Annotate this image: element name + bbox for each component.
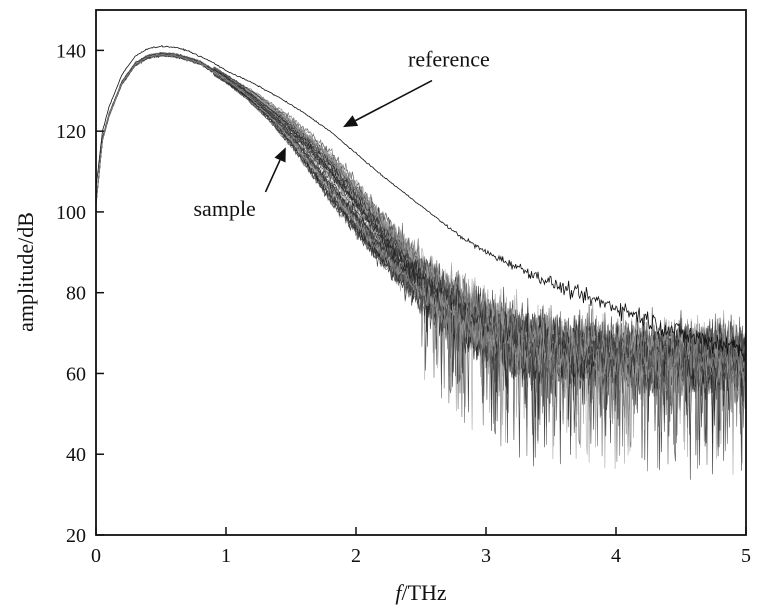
y-axis-label: amplitude/dB [13,212,38,332]
reference-trace [95,45,747,363]
x-tick-label: 1 [221,545,231,567]
y-tick-label: 100 [56,202,86,224]
plot-frame [95,9,747,536]
sample-arrowhead [274,147,286,163]
sample-annotation: sample [194,196,256,221]
reference-annotation: reference [408,47,490,72]
x-axis-label-symbol: f [395,580,404,605]
y-tick-label: 120 [56,121,86,143]
x-tick-label: 4 [611,545,621,567]
x-axis-label: f/THz [395,580,447,605]
y-tick-label: 20 [66,525,86,547]
axis-ticks: 0 1 2 3 4 5 20 40 60 80 100 120 140 [56,40,751,567]
sample-trace [95,53,747,443]
y-tick-label: 140 [56,40,86,62]
reference-arrowhead [343,115,359,128]
x-tick-label: 3 [481,545,491,567]
annotations: reference sample [194,47,490,221]
reference-arrow [355,79,433,122]
curve-layer [95,45,747,480]
y-tick-label: 60 [66,363,86,385]
x-tick-label: 2 [351,545,361,567]
y-tick-label: 80 [66,283,86,305]
x-tick-label: 5 [741,545,751,567]
y-tick-label: 40 [66,444,86,466]
x-tick-label: 0 [91,545,101,567]
sample-arrow [264,159,281,193]
x-axis-label-unit: /THz [401,580,446,605]
